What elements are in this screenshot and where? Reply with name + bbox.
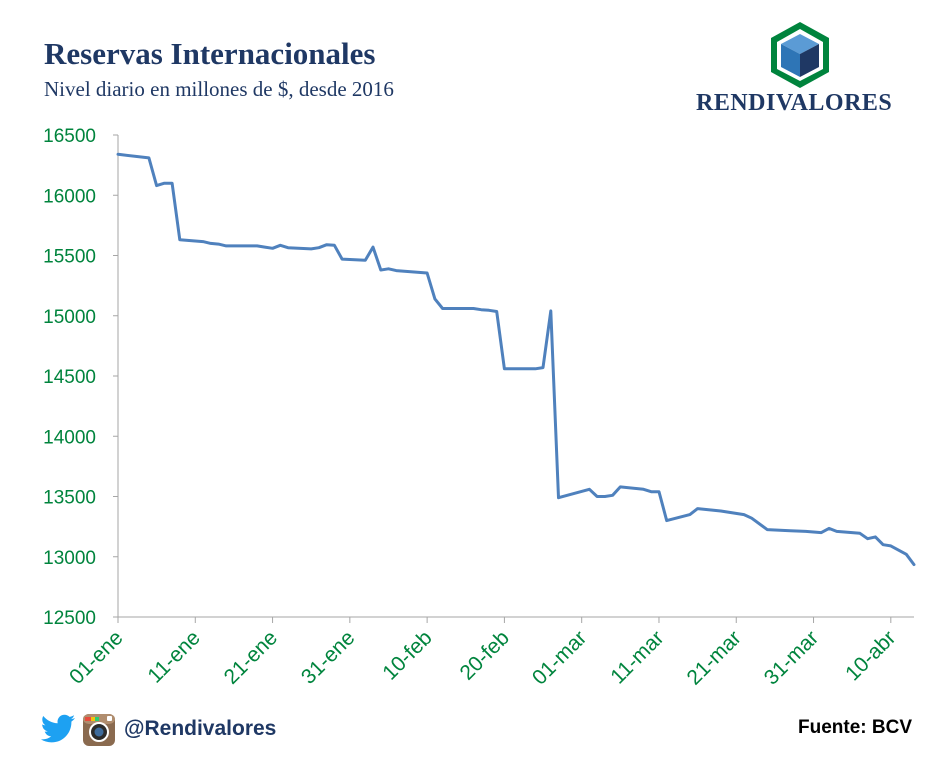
x-tick-label: 21-mar [682, 626, 745, 689]
x-tick-label: 31-mar [760, 626, 823, 689]
twitter-icon[interactable] [40, 714, 76, 744]
y-tick-label: 13500 [43, 488, 96, 509]
brand-name: RENDIVALORES [696, 90, 893, 116]
source-note: Fuente: BCV [798, 717, 912, 738]
cube-logo-icon [771, 22, 829, 88]
x-tick-label: 10-abr [841, 626, 900, 685]
y-tick-label: 15500 [43, 247, 96, 268]
x-tick-label: 11-ene [143, 626, 204, 687]
series-line [116, 152, 916, 567]
y-tick-label: 14500 [43, 367, 96, 388]
y-tick-label: 15000 [43, 307, 96, 328]
y-tick-label: 12500 [43, 608, 96, 629]
y-tick-label: 13000 [43, 548, 96, 569]
x-tick-label: 31-ene [297, 626, 360, 689]
x-tick-label: 01-ene [65, 626, 128, 689]
instagram-icon[interactable] [82, 713, 116, 747]
x-tick-label: 10-feb [378, 626, 436, 684]
x-tick-label: 11-mar [606, 626, 668, 688]
y-tick-label: 14000 [43, 427, 96, 448]
chart-subtitle: Nivel diario en millones de $, desde 201… [44, 77, 394, 101]
y-tick-label: 16500 [43, 126, 96, 147]
x-tick-label: 01-mar [528, 626, 591, 689]
y-tick-label: 16000 [43, 186, 96, 207]
x-tick-label: 21-ene [220, 626, 283, 689]
x-tick-label: 20-feb [456, 626, 514, 684]
social-handle[interactable]: @Rendivalores [124, 717, 277, 740]
chart-title: Reservas Internacionales [44, 36, 376, 71]
